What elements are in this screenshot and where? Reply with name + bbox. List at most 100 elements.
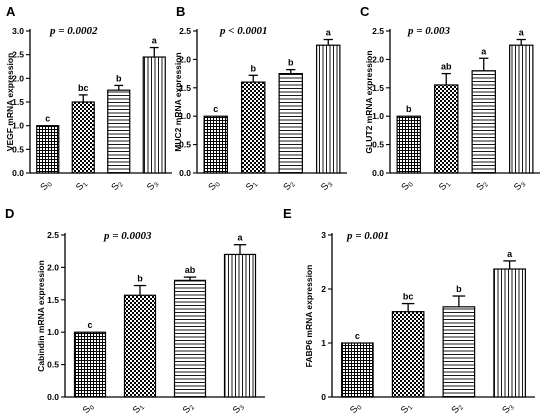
x-tick-label: S3	[500, 401, 516, 414]
y-tick-label: 0	[321, 392, 326, 402]
y-tick-label: 0.0	[179, 168, 191, 178]
bar-s3	[223, 253, 257, 398]
chart-panel-c: Cp = 0.003 GLUT2 mRNA expression 0.0 0.5 1.0…	[360, 4, 540, 193]
y-tick-label: 0.5	[372, 140, 384, 150]
y-tick-label: 2.0	[372, 54, 384, 64]
panel-letter: C	[360, 4, 370, 19]
significance-letter: c	[87, 320, 92, 330]
significance-letter: b	[406, 104, 412, 114]
y-axis-label: GLUT2 mRNA expression	[364, 50, 374, 153]
panel-letter: D	[5, 206, 14, 221]
chart-panel-e: Ep = 0.001 FABP6 mRNA expression 0 1 2 3 c S0 bc…	[283, 206, 535, 414]
y-tick-label: 1.5	[12, 97, 24, 107]
y-tick-label: 2.5	[47, 230, 59, 240]
significance-letter: b	[251, 63, 257, 73]
y-tick-label: 3.0	[12, 26, 24, 36]
y-tick-label: 1	[321, 338, 326, 348]
x-tick-label: S1	[244, 178, 260, 194]
chart-panel-a: Ap = 0.0002 VEGF mRNA expression 0.0 0.5 1.0…	[5, 4, 172, 193]
y-axis-label: VEGF mRNA expression	[5, 53, 15, 151]
significance-letter: c	[355, 331, 360, 341]
y-tick-label: 0.0	[372, 168, 384, 178]
x-tick-label: S3	[319, 178, 335, 194]
significance-letter: a	[326, 28, 332, 38]
x-tick-label: S0	[206, 178, 222, 194]
y-tick-label: 2.5	[179, 26, 191, 36]
x-tick-label: S0	[348, 401, 364, 414]
p-value-label: p < 0.0001	[219, 25, 268, 37]
bar-s1	[391, 311, 425, 398]
y-tick-label: 2.0	[12, 73, 24, 83]
significance-letter: a	[152, 36, 158, 46]
y-tick-label: 2.0	[47, 262, 59, 272]
x-tick-label: S2	[181, 401, 197, 414]
significance-letter: a	[507, 249, 513, 259]
x-tick-label: S0	[81, 401, 97, 414]
x-tick-label: S2	[474, 178, 490, 194]
significance-letter: ab	[441, 62, 452, 72]
bar-s1	[123, 294, 157, 398]
x-tick-label: S1	[399, 401, 415, 414]
y-tick-label: 0.0	[47, 392, 59, 402]
significance-letter: bc	[78, 83, 89, 93]
y-tick-label: 1.5	[47, 295, 59, 305]
bar-s1	[241, 81, 266, 174]
y-tick-label: 1.0	[12, 121, 24, 131]
bar-s1	[71, 101, 95, 174]
panel-letter: E	[283, 206, 292, 221]
bar-s1	[434, 84, 459, 174]
significance-letter: a	[519, 28, 525, 38]
panel-letter: B	[176, 4, 185, 19]
bar-s3	[142, 56, 166, 174]
y-tick-label: 0.0	[12, 168, 24, 178]
x-tick-label: S0	[38, 178, 54, 194]
x-tick-label: S2	[281, 178, 297, 194]
x-tick-label: S0	[399, 178, 415, 194]
panel-letter: A	[6, 4, 16, 19]
bar-s2	[471, 70, 496, 174]
p-value-label: p = 0.001	[346, 230, 389, 242]
significance-letter: bc	[403, 292, 414, 302]
bar-s3	[493, 268, 526, 398]
x-tick-label: S3	[512, 178, 528, 194]
bar-s2	[173, 279, 207, 398]
p-value-label: p = 0.003	[407, 25, 451, 37]
significance-letter: c	[45, 114, 50, 124]
chart-panel-b: Bp < 0.0001 MUC2 mRNA expression 0.0 0.5 1.0…	[173, 4, 347, 193]
x-tick-label: S3	[231, 401, 247, 414]
x-tick-label: S1	[74, 178, 90, 194]
significance-letter: b	[288, 58, 294, 68]
bar-s2	[107, 89, 131, 174]
y-tick-label: 0.5	[12, 144, 24, 154]
y-tick-label: 1.0	[47, 327, 59, 337]
y-axis-label: MUC2 mRNA expression	[173, 52, 183, 151]
y-tick-label: 1.5	[372, 83, 384, 93]
bar-s0	[36, 125, 60, 174]
y-tick-label: 1.5	[179, 83, 191, 93]
y-tick-label: 2.5	[12, 50, 24, 60]
bar-s3	[509, 44, 534, 174]
chart-panel-d: Dp = 0.0003 Cabindin mRNA expression 0.0 0.…	[5, 206, 265, 414]
p-value-label: p = 0.0003	[103, 230, 152, 242]
bar-s0	[73, 331, 107, 398]
significance-letter: b	[137, 274, 143, 284]
x-tick-label: S1	[131, 401, 147, 414]
significance-letter: c	[213, 104, 218, 114]
x-tick-label: S3	[145, 178, 161, 194]
y-tick-label: 1.0	[179, 111, 191, 121]
y-tick-label: 2.5	[372, 26, 384, 36]
bar-s0	[203, 115, 228, 174]
bar-s0	[341, 342, 374, 398]
bar-s0	[396, 115, 421, 174]
bar-s3	[316, 44, 341, 174]
y-tick-label: 1.0	[372, 111, 384, 121]
y-tick-label: 2.0	[179, 54, 191, 64]
bar-s2	[442, 306, 476, 398]
y-axis-label: FABP6 mRNA expression	[304, 265, 314, 368]
significance-letter: a	[237, 233, 243, 243]
y-tick-label: 2	[321, 284, 326, 294]
bar-s2	[278, 72, 303, 174]
x-tick-label: S1	[437, 178, 453, 194]
x-tick-label: S2	[109, 178, 125, 194]
